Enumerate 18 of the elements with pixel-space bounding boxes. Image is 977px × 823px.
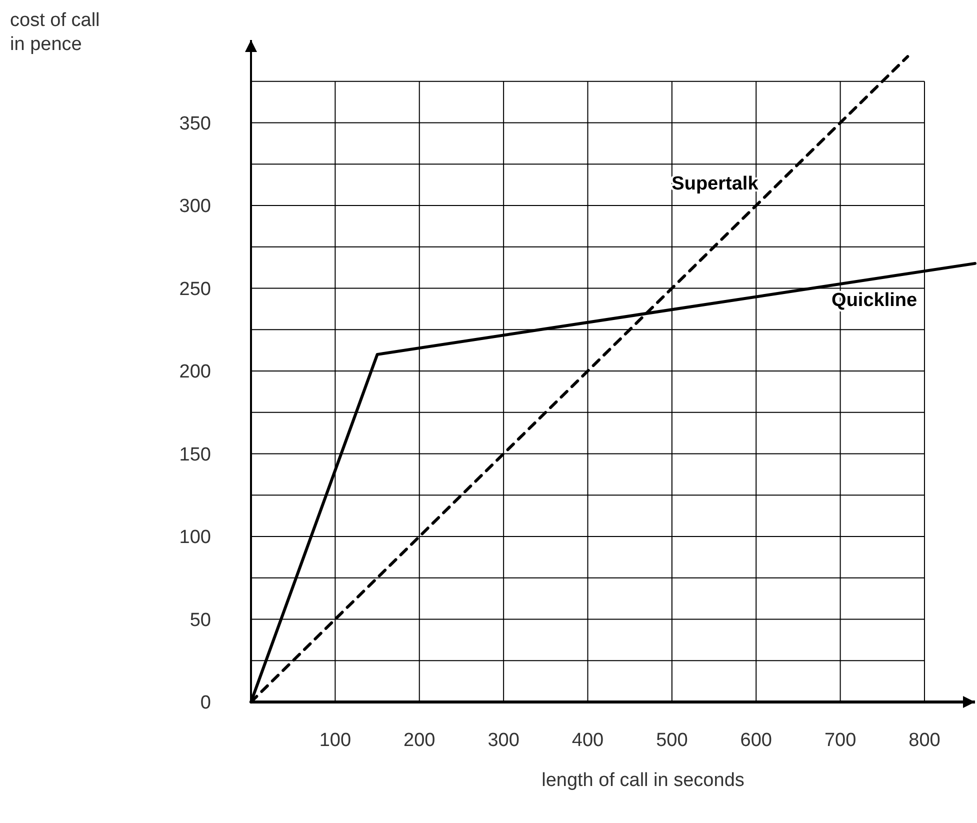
x-tick-label: 700 — [824, 730, 856, 751]
y-tick-label: 100 — [179, 527, 211, 548]
x-tick-label: 300 — [488, 730, 520, 751]
x-tick-label: 100 — [319, 730, 352, 751]
y-axis-title: cost of call in pence — [10, 10, 100, 55]
y-tick-label: 200 — [179, 362, 211, 383]
y-tick-label: 250 — [179, 278, 211, 300]
x-tick-label: 200 — [404, 730, 436, 751]
y-tick-label: 0 — [200, 692, 211, 714]
x-tick-label: 800 — [908, 730, 940, 751]
y-tick-label: 150 — [179, 444, 211, 466]
y-tick-label: 300 — [179, 196, 211, 218]
y-tick-label: 50 — [190, 610, 211, 631]
x-tick-label: 400 — [572, 730, 604, 751]
x-axis-title: length of call in seconds — [542, 770, 744, 791]
x-tick-label: 500 — [656, 730, 688, 751]
y-tick-label: 350 — [179, 113, 211, 134]
x-tick-label: 600 — [740, 730, 772, 751]
